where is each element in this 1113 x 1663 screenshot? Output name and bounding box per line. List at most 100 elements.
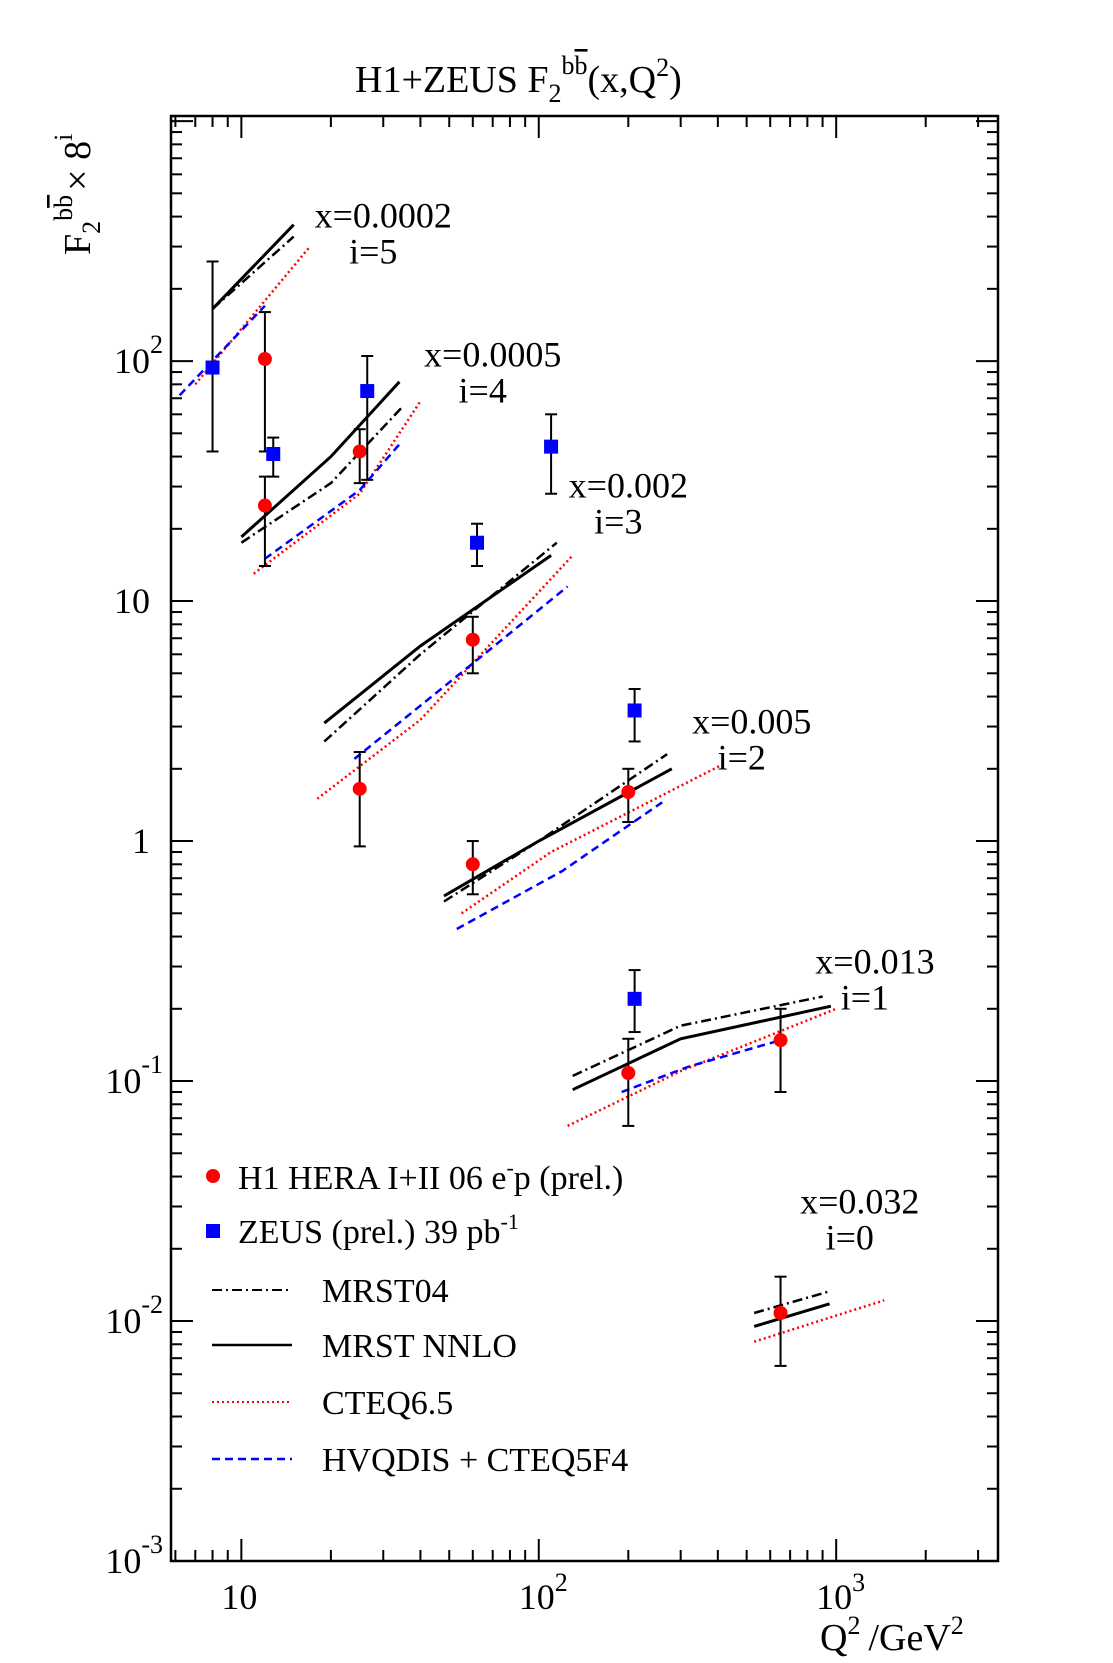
title-sup-bar: b: [575, 51, 588, 80]
curve-cteq6-5: [316, 554, 574, 800]
curve-mrst-nnlo: [753, 1302, 831, 1328]
curve-mrst-nnlo: [323, 554, 552, 725]
curve-mrst04: [572, 995, 823, 1078]
h1-point: [621, 785, 636, 800]
bin-label-x: x=0.0005: [424, 334, 561, 374]
curve-mrst04: [753, 1290, 830, 1315]
bin-label-x: x=0.032: [800, 1182, 919, 1222]
ylabel-sup-bar: b: [49, 195, 78, 208]
title-tail-sup: 2: [656, 53, 669, 82]
legend-label-zeus: ZEUS (prel.) 39 pb-1: [238, 1209, 519, 1251]
bin-label-x: x=0.002: [569, 466, 688, 506]
h1-point: [257, 498, 272, 513]
curve-cteq6-5: [252, 400, 422, 575]
legend-zeus-name: ZEUS (prel.) 39 pb: [238, 1214, 501, 1251]
curve-cteq6-5: [460, 762, 725, 915]
y-tick-label: 1: [132, 810, 163, 861]
y-tick-label: 10: [114, 570, 163, 621]
zeus-point: [360, 384, 375, 399]
curve-hvqdis-cteq5f4: [264, 443, 401, 560]
axis-ticks: [171, 116, 998, 1562]
h1-point: [773, 1305, 788, 1320]
xlabel-sup: 2: [847, 1611, 860, 1640]
y-tick-label: 10-2: [105, 1290, 163, 1341]
x-tick-label: 102: [519, 1568, 568, 1617]
legend-label-hvqdis: HVQDIS + CTEQ5F4: [322, 1442, 628, 1479]
data-points: [205, 260, 788, 1367]
legend-marker-h1: [206, 1169, 220, 1183]
zeus-point: [544, 439, 559, 454]
y-tick-label: 102: [114, 330, 163, 381]
xlabel-unit: /GeV: [868, 1617, 951, 1659]
legend: H1 HERA I+II 06 e-p (prel.) ZEUS (prel.)…: [206, 1155, 628, 1479]
legend-label-h1: H1 HERA I+II 06 e-p (prel.): [238, 1155, 623, 1197]
legend-label-mrst-nnlo: MRST NNLO: [322, 1328, 517, 1365]
curve-hvqdis-cteq5f4: [178, 304, 266, 397]
zeus-point: [627, 991, 642, 1006]
bin-label-x: x=0.013: [815, 942, 934, 982]
legend-label-cteq65: CTEQ6.5: [322, 1385, 453, 1422]
h1-point: [621, 1066, 636, 1081]
legend-marker-zeus: [206, 1224, 220, 1238]
curve-cteq6-5: [567, 1007, 837, 1128]
ylabel-sup: b: [49, 208, 78, 221]
bin-label-x: x=0.0002: [315, 196, 452, 236]
svg-text:Q2/GeV2: Q2/GeV2: [820, 1611, 964, 1659]
curve-mrst04: [443, 753, 668, 903]
zeus-point: [627, 703, 642, 718]
legend-h1-sup: -: [506, 1155, 513, 1180]
zeus-point: [470, 535, 485, 550]
title-sub: 2: [549, 79, 562, 108]
y-axis-label: F2bb× 8i: [49, 134, 106, 255]
title-close: ): [669, 59, 682, 101]
svg-text:H1+ZEUS F2bb(x,Q2): H1+ZEUS F2bb(x,Q2): [355, 51, 682, 108]
ylabel-exp: i: [49, 134, 78, 141]
bin-label-i: i=0: [826, 1218, 874, 1258]
h1-point: [465, 632, 480, 647]
bin-label-i: i=3: [594, 502, 642, 542]
legend-zeus-sup: -1: [501, 1209, 519, 1234]
legend-label-mrst04: MRST04: [322, 1273, 449, 1310]
curve-mrst-nnlo: [240, 380, 401, 539]
title-sup: b: [562, 51, 575, 80]
h1-point: [257, 352, 272, 367]
curve-mrst-nnlo: [443, 767, 673, 898]
x-tick-label: 103: [816, 1568, 865, 1617]
title-tail: (x,Q: [588, 59, 657, 101]
x-tick-label: 10: [221, 1577, 257, 1617]
curve-hvqdis-cteq5f4: [621, 1038, 781, 1094]
legend-h1-name: H1 HERA I+II 06 e: [238, 1160, 506, 1197]
xlabel-unit-sup: 2: [951, 1611, 964, 1640]
h1-point: [465, 857, 480, 872]
zeus-point: [205, 360, 220, 375]
x-axis-label: Q2/GeV2: [820, 1611, 964, 1659]
legend-h1-tail: p (prel.): [514, 1160, 624, 1197]
bin-label-i: i=2: [718, 738, 766, 778]
bin-label-x: x=0.005: [692, 702, 811, 742]
curve-hvqdis-cteq5f4: [456, 801, 663, 931]
chart-title: H1+ZEUS F2bb(x,Q2): [355, 51, 682, 108]
bin-labels: x=0.0002i=5x=0.0005i=4x=0.002i=3x=0.005i…: [315, 196, 935, 1258]
curve-mrst04: [323, 541, 558, 743]
svg-text:F2bb× 8i: F2bb× 8i: [49, 134, 106, 255]
y-tick-label: 10-3: [105, 1530, 163, 1581]
bin-label-i: i=5: [349, 232, 397, 272]
bin-label-i: i=4: [459, 370, 507, 410]
h1-point: [352, 444, 367, 459]
ylabel-sub: 2: [77, 221, 106, 234]
curve-mrst-nnlo: [572, 1004, 832, 1092]
curve-mrst04: [240, 405, 405, 544]
ylabel-times: × 8: [57, 141, 99, 191]
tick-labels: 10 102 103 10-3 10-2 10-1 1 10 102: [105, 330, 865, 1617]
curve-mrst04: [211, 235, 295, 310]
h1-point: [773, 1033, 788, 1048]
zeus-point: [266, 446, 281, 461]
y-tick-label: 10-1: [105, 1050, 163, 1101]
ylabel-main: F: [57, 234, 99, 255]
curve-mrst-nnlo: [211, 223, 295, 310]
plot-frame: [169, 114, 1000, 1563]
title-main: H1+ZEUS F: [355, 59, 549, 101]
h1-point: [352, 781, 367, 796]
xlabel-main: Q: [820, 1617, 847, 1659]
